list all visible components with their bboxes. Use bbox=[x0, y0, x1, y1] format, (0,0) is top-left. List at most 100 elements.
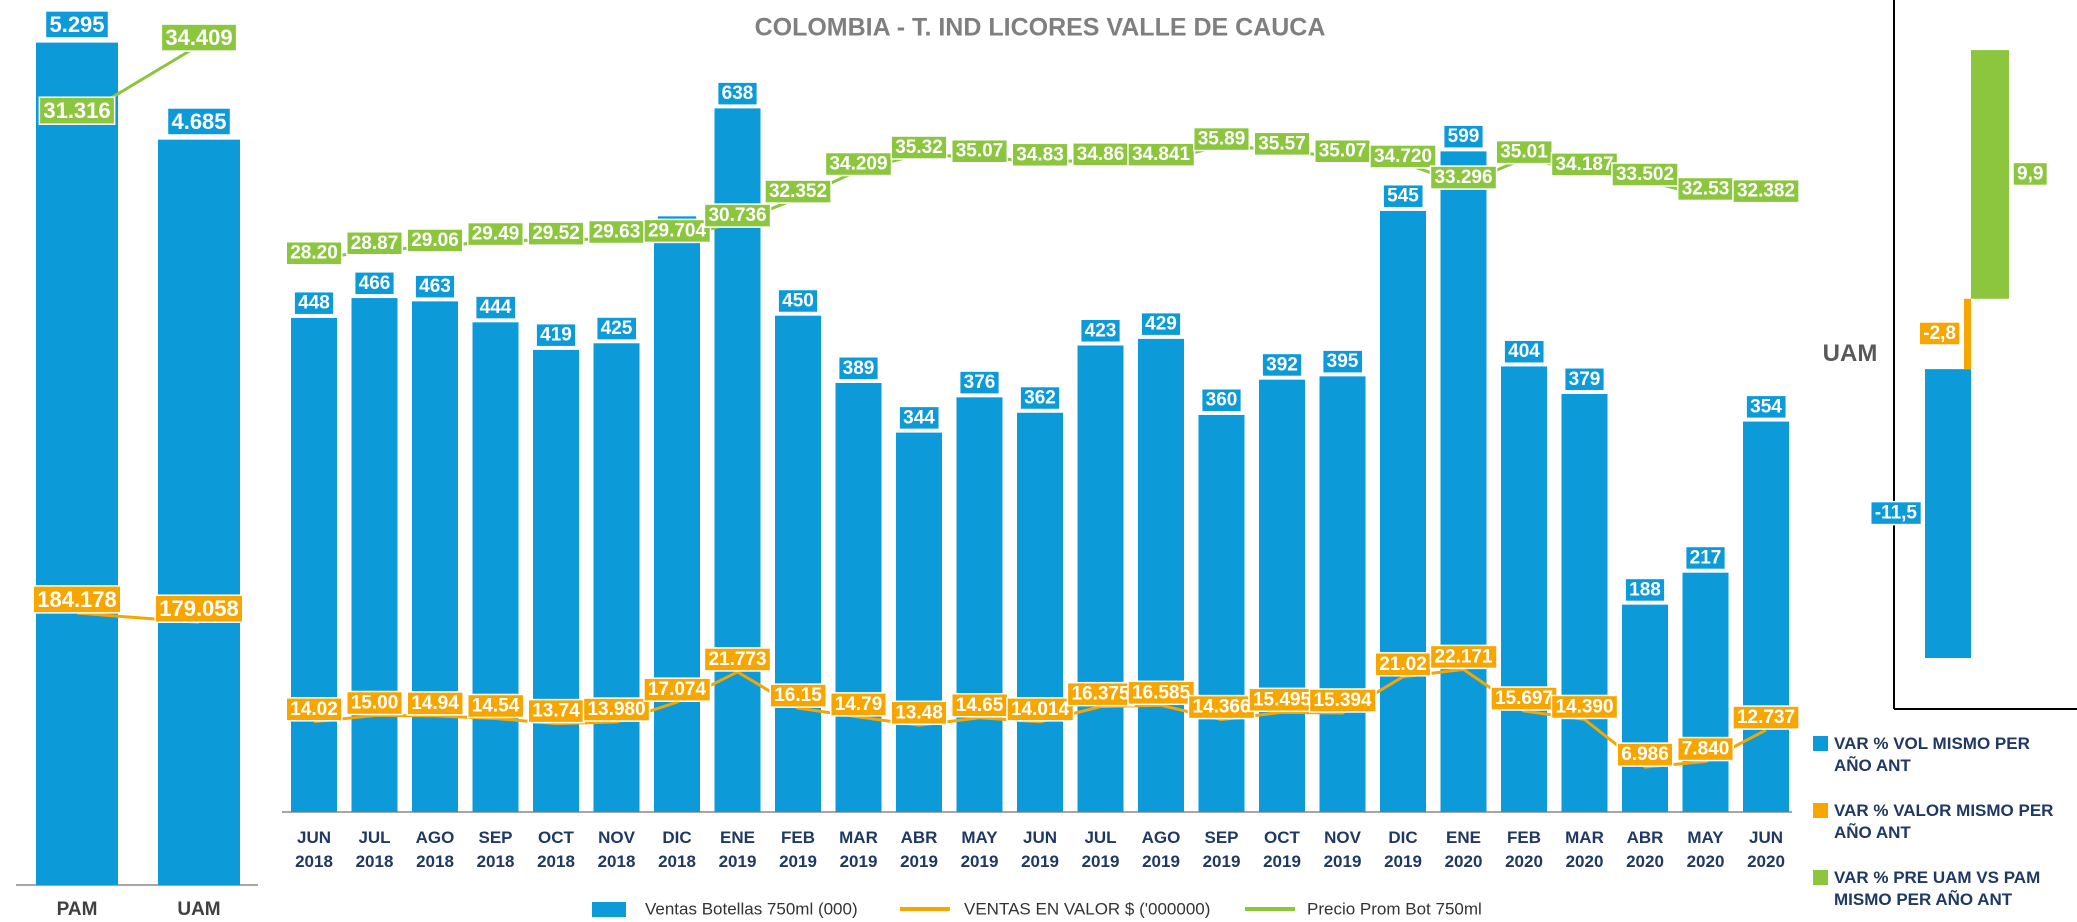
label-background bbox=[1192, 126, 1251, 152]
data-label: 444 bbox=[480, 297, 512, 318]
data-label: 354 bbox=[1750, 396, 1782, 417]
data-label-box: 15.697 bbox=[1490, 686, 1558, 711]
label-background bbox=[1745, 394, 1788, 420]
data-label-box: 34.83 bbox=[1011, 142, 1069, 168]
data-label-box: -11,5 bbox=[1869, 500, 1923, 526]
data-label: 4.685 bbox=[171, 109, 226, 134]
data-label: 14.54 bbox=[472, 695, 520, 716]
bar bbox=[896, 432, 942, 812]
x-tick-label: JUN 2019 bbox=[1021, 828, 1059, 871]
data-label-box: 35.07 bbox=[950, 138, 1009, 164]
data-label-box: 14.79 bbox=[829, 692, 888, 717]
x-tick-label: SEP 2019 bbox=[1202, 828, 1241, 871]
legend-label: Ventas Botellas 750ml (000) bbox=[645, 899, 858, 918]
data-label-box: 16.375 bbox=[1066, 681, 1135, 707]
data-label-box: 14.02 bbox=[285, 697, 343, 722]
label-background bbox=[154, 594, 244, 623]
data-label: 638 bbox=[722, 83, 754, 104]
data-label: 389 bbox=[843, 358, 875, 379]
data-label: 419 bbox=[540, 325, 572, 346]
bar bbox=[1198, 414, 1245, 812]
data-label-box: 379 bbox=[1563, 367, 1606, 392]
data-label-box: 376 bbox=[958, 370, 1001, 395]
legend-label: VAR % VALOR MISMO PER AÑO ANT bbox=[1834, 801, 2054, 842]
label-background bbox=[1732, 705, 1800, 730]
legend-label: VAR % VOL MISMO PER AÑO ANT bbox=[1834, 734, 2030, 775]
data-label-box: 184.178 bbox=[32, 585, 122, 614]
label-background bbox=[1308, 688, 1377, 713]
data-label-box: 32.382 bbox=[1732, 178, 1800, 204]
data-label-box: 34.209 bbox=[824, 151, 893, 177]
data-label: 344 bbox=[903, 407, 935, 428]
label-background bbox=[582, 697, 651, 722]
data-label: 599 bbox=[1448, 126, 1480, 147]
x-tick-label: MAY 2020 bbox=[1686, 828, 1725, 871]
data-label: 21.02 bbox=[1379, 654, 1427, 675]
data-label: 395 bbox=[1327, 351, 1359, 372]
label-background bbox=[406, 691, 464, 716]
data-label-box: 7.840 bbox=[1676, 736, 1735, 762]
data-label: 28.87 bbox=[351, 233, 399, 254]
label-background bbox=[703, 203, 772, 228]
label-background bbox=[1261, 352, 1303, 378]
data-label-box: 179.058 bbox=[154, 594, 244, 623]
legend-label: Precio Prom Bot 750ml bbox=[1307, 899, 1482, 918]
data-label-box: 6.986 bbox=[1616, 742, 1674, 767]
x-tick-label: MAY 2019 bbox=[960, 828, 999, 871]
bar bbox=[1743, 421, 1789, 812]
label-background bbox=[345, 690, 404, 716]
x-tick-label: AGO 2018 bbox=[415, 828, 455, 871]
bar bbox=[412, 301, 458, 812]
data-label-box: 423 bbox=[1079, 318, 1122, 344]
data-label: 217 bbox=[1690, 547, 1722, 568]
data-label-box: 34.720 bbox=[1369, 144, 1437, 169]
data-label-box: 34.187 bbox=[1550, 152, 1619, 177]
legend-swatch bbox=[592, 902, 626, 917]
label-background bbox=[1732, 178, 1800, 204]
label-background bbox=[837, 356, 880, 381]
data-label: 28.20 bbox=[290, 243, 338, 264]
bar bbox=[1440, 151, 1487, 813]
label-background bbox=[898, 405, 941, 431]
label-background bbox=[44, 10, 110, 39]
bar bbox=[775, 315, 821, 812]
data-label: 29.49 bbox=[472, 224, 520, 245]
data-label: 13.980 bbox=[587, 699, 645, 720]
label-background bbox=[345, 231, 404, 256]
data-label: 15.495 bbox=[1253, 689, 1312, 710]
data-label-box: 362 bbox=[1019, 385, 1061, 411]
data-label: 5.295 bbox=[49, 12, 104, 37]
label-background bbox=[958, 370, 1001, 395]
x-tick-label: UAM bbox=[1822, 340, 1878, 367]
line bbox=[313, 667, 1767, 769]
label-background bbox=[1127, 142, 1196, 167]
bar bbox=[1017, 412, 1063, 812]
legend-swatch bbox=[1813, 870, 1828, 885]
data-label-box: 32.53 bbox=[1676, 176, 1735, 202]
label-background bbox=[1611, 162, 1679, 187]
data-label-box: 35.89 bbox=[1192, 126, 1251, 152]
data-label-box: 21.773 bbox=[703, 647, 772, 672]
bar bbox=[1971, 50, 2009, 299]
label-background bbox=[406, 228, 464, 253]
x-tick-label: OCT 2018 bbox=[537, 828, 575, 871]
data-label: 31.316 bbox=[43, 98, 110, 123]
label-background bbox=[1369, 144, 1437, 169]
data-label: -11,5 bbox=[1875, 503, 1918, 524]
bar bbox=[1138, 338, 1184, 812]
bar bbox=[593, 343, 640, 812]
label-background bbox=[1684, 545, 1727, 571]
label-background bbox=[1624, 577, 1666, 603]
label-background bbox=[595, 316, 638, 341]
bar bbox=[654, 241, 700, 812]
data-label-box: 392 bbox=[1261, 352, 1303, 378]
data-label: 35.32 bbox=[895, 137, 943, 158]
data-label-box: 35.01 bbox=[1495, 139, 1553, 165]
data-label-box: 16.15 bbox=[769, 683, 827, 708]
data-label-box: 466 bbox=[353, 271, 396, 296]
data-label-box: 404 bbox=[1503, 339, 1546, 364]
data-label: 34.841 bbox=[1132, 144, 1191, 165]
data-label-box: 545 bbox=[1382, 183, 1425, 209]
bar bbox=[1077, 345, 1124, 812]
